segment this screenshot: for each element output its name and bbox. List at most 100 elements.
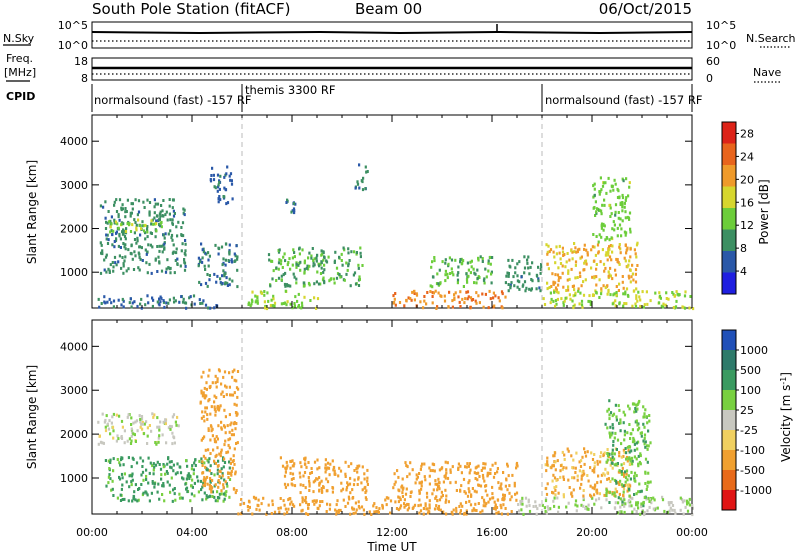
range-gate-cell bbox=[426, 511, 430, 515]
colorbar-swatch bbox=[722, 450, 736, 470]
range-gate-cell bbox=[520, 508, 523, 512]
range-gate-cell bbox=[123, 259, 126, 263]
range-gate-cell bbox=[214, 243, 217, 247]
range-gate-cell bbox=[108, 473, 111, 477]
range-gate-cell bbox=[648, 505, 651, 509]
range-gate-cell bbox=[641, 290, 644, 294]
range-gate-cell bbox=[434, 479, 437, 483]
range-gate-cell bbox=[632, 436, 635, 440]
range-gate-cell bbox=[691, 504, 694, 507]
range-gate-cell bbox=[106, 233, 109, 237]
colorbar-tick-label: 8 bbox=[740, 242, 747, 255]
range-gate-cell bbox=[591, 486, 594, 490]
range-gate-cell bbox=[617, 404, 620, 408]
range-gate-cell bbox=[214, 409, 217, 413]
range-gate-cell bbox=[135, 461, 139, 465]
range-gate-cell bbox=[562, 475, 565, 479]
range-gate-cell bbox=[614, 487, 617, 491]
range-gate-cell bbox=[305, 465, 308, 469]
range-gate-cell bbox=[211, 478, 214, 482]
range-gate-cell bbox=[551, 272, 554, 276]
range-gate-cell bbox=[339, 469, 343, 473]
range-gate-cell bbox=[131, 207, 134, 211]
range-gate-cell bbox=[304, 496, 307, 499]
range-gate-cell bbox=[214, 381, 217, 385]
cpid-label: CPID bbox=[6, 90, 35, 103]
range-gate-cell bbox=[596, 481, 599, 485]
colorbar-swatch bbox=[722, 410, 736, 430]
range-gate-cell bbox=[129, 214, 132, 218]
range-gate-cell bbox=[233, 252, 236, 256]
range-gate-cell bbox=[121, 230, 124, 234]
range-gate-cell bbox=[162, 300, 166, 304]
range-gate-cell bbox=[313, 460, 317, 464]
range-gate-cell bbox=[161, 484, 164, 488]
range-gate-cell bbox=[395, 507, 399, 510]
range-gate-cell bbox=[558, 244, 561, 248]
range-gate-cell bbox=[555, 290, 559, 294]
range-gate-cell bbox=[614, 273, 617, 277]
range-gate-cell bbox=[207, 448, 210, 452]
range-gate-cell bbox=[216, 437, 219, 441]
range-gate-cell bbox=[307, 461, 310, 464]
scatter-patch bbox=[504, 255, 543, 293]
range-gate-cell bbox=[358, 275, 361, 279]
range-gate-cell bbox=[419, 300, 422, 304]
range-gate-cell bbox=[554, 468, 557, 472]
range-gate-cell bbox=[322, 276, 325, 280]
range-gate-cell bbox=[561, 450, 564, 454]
range-gate-cell bbox=[646, 484, 649, 488]
range-gate-cell bbox=[587, 503, 590, 507]
sky-search-strip bbox=[91, 21, 693, 49]
range-gate-cell bbox=[606, 258, 609, 262]
range-gate-cell bbox=[148, 262, 151, 266]
range-gate-cell bbox=[400, 485, 403, 489]
range-gate-cell bbox=[632, 289, 635, 293]
range-gate-cell bbox=[233, 402, 236, 406]
range-gate-cell bbox=[224, 258, 227, 262]
range-gate-cell bbox=[628, 407, 631, 411]
range-gate-cell bbox=[431, 462, 434, 466]
range-gate-cell bbox=[621, 177, 624, 181]
range-gate-cell bbox=[434, 289, 437, 293]
range-gate-cell bbox=[235, 379, 238, 383]
range-gate-cell bbox=[666, 510, 669, 514]
range-gate-cell bbox=[112, 494, 115, 497]
range-gate-cell bbox=[258, 508, 261, 512]
freq-tick-bottom: 8 bbox=[81, 72, 88, 85]
range-gate-cell bbox=[611, 477, 614, 481]
range-gate-cell bbox=[517, 503, 520, 506]
range-gate-cell bbox=[107, 475, 110, 479]
range-gate-cell bbox=[599, 176, 602, 180]
range-gate-cell bbox=[592, 184, 595, 188]
range-gate-cell bbox=[289, 502, 292, 506]
range-gate-cell bbox=[609, 458, 612, 461]
range-gate-cell bbox=[623, 201, 626, 205]
range-gate-cell bbox=[623, 510, 626, 514]
range-gate-cell bbox=[435, 307, 438, 310]
range-gate-cell bbox=[302, 284, 305, 288]
range-gate-cell bbox=[470, 265, 473, 269]
range-gate-cell bbox=[133, 490, 136, 494]
range-gate-cell bbox=[553, 486, 556, 490]
range-gate-cell bbox=[618, 470, 622, 474]
range-gate-cell bbox=[161, 433, 164, 437]
range-gate-cell bbox=[535, 512, 538, 516]
range-gate-cell bbox=[593, 193, 596, 197]
range-gate-cell bbox=[110, 222, 113, 226]
range-gate-cell bbox=[227, 438, 230, 442]
range-gate-cell bbox=[493, 304, 496, 308]
range-gate-cell bbox=[506, 464, 509, 468]
range-gate-cell bbox=[462, 477, 466, 481]
range-gate-cell bbox=[484, 504, 487, 508]
range-gate-cell bbox=[440, 490, 443, 494]
range-gate-cell bbox=[202, 415, 205, 419]
range-gate-cell bbox=[123, 245, 126, 249]
range-gate-cell bbox=[549, 291, 552, 295]
scatter-patch bbox=[199, 368, 240, 495]
range-gate-cell bbox=[609, 215, 612, 218]
range-gate-cell bbox=[552, 463, 555, 467]
range-gate-cell bbox=[144, 248, 147, 252]
nave-label: Nave bbox=[753, 66, 781, 79]
